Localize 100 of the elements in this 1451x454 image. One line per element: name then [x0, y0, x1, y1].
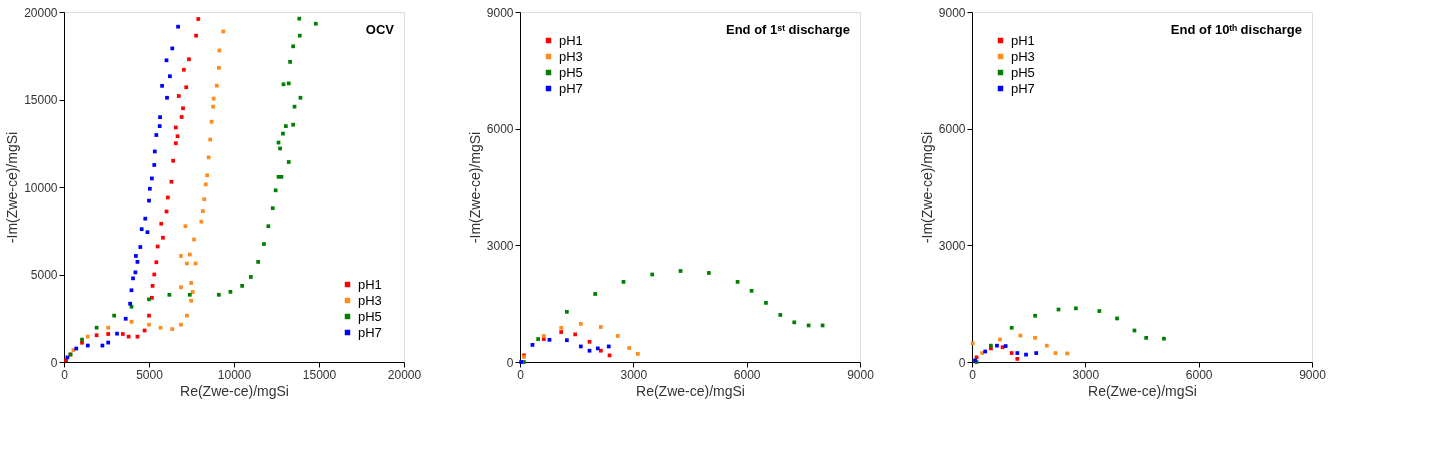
point	[187, 57, 191, 62]
point	[154, 260, 159, 265]
point	[707, 271, 711, 275]
point	[179, 285, 183, 290]
point	[176, 24, 180, 29]
point	[578, 322, 583, 326]
point	[168, 74, 172, 79]
y-tick-label: 3000	[938, 238, 966, 253]
legend-label: pH3	[559, 48, 583, 64]
point	[158, 115, 162, 120]
point	[181, 67, 186, 72]
point	[199, 219, 204, 224]
point	[1034, 351, 1039, 355]
point	[1009, 325, 1014, 330]
legend-label: pH1	[559, 32, 583, 48]
point	[995, 343, 999, 348]
point	[266, 224, 271, 229]
y-tick-label: 10000	[24, 180, 58, 195]
point	[291, 122, 296, 127]
y-tick-label: 0	[50, 355, 58, 370]
point	[262, 242, 266, 246]
point	[214, 83, 219, 88]
point	[165, 95, 169, 100]
point	[559, 325, 564, 330]
point	[1144, 336, 1149, 340]
y-tick-label: 20000	[24, 5, 58, 20]
point	[240, 284, 245, 288]
point	[147, 198, 151, 203]
point	[217, 65, 221, 70]
point	[1097, 309, 1102, 313]
point	[970, 341, 975, 346]
x-tick-label: 9000	[847, 367, 875, 382]
point	[627, 346, 632, 350]
x-tick-label: 9000	[1299, 367, 1327, 382]
point	[256, 260, 261, 264]
x-axis-title: Re(Zwe-ce)/mgSi	[636, 382, 745, 399]
legend-label: pH1	[1011, 32, 1035, 48]
point	[598, 325, 603, 329]
y-tick-label: 9000	[486, 5, 514, 20]
y-tick-label: 6000	[938, 122, 966, 137]
point	[283, 124, 288, 128]
x-tick-label: 15000	[302, 367, 337, 382]
point	[636, 351, 640, 356]
x-tick-label: 0	[61, 367, 69, 382]
point	[270, 206, 275, 211]
legend-label: pH1	[358, 276, 382, 292]
x-tick-label: 6000	[1185, 367, 1213, 382]
legend-label: pH3	[1011, 48, 1035, 64]
legend-label: pH7	[1011, 80, 1035, 96]
point	[615, 334, 620, 338]
text: OCV	[365, 22, 395, 37]
point	[1033, 336, 1037, 340]
point	[559, 330, 564, 334]
point	[143, 216, 148, 221]
x-tick-label: 20000	[387, 367, 422, 382]
point	[1162, 336, 1166, 341]
y-tick-label: 9000	[938, 5, 966, 20]
x-axis-title: Re(Zwe-ce)/mgSi	[180, 382, 289, 399]
point	[147, 322, 151, 327]
legend-label: pH5	[1011, 64, 1035, 80]
x-tick-label: 5000	[136, 367, 164, 382]
point	[161, 235, 165, 240]
point	[288, 60, 292, 64]
point	[94, 333, 99, 338]
point	[159, 221, 164, 226]
x-tick-label: 10000	[217, 367, 252, 382]
x-tick-label: 0	[969, 367, 977, 382]
point	[1033, 313, 1037, 318]
point	[273, 188, 278, 193]
legend-label: pH5	[559, 64, 583, 80]
point	[248, 275, 253, 279]
point	[176, 94, 181, 98]
legend-label: pH7	[358, 324, 382, 340]
text: End of 10ᵗʰ discharge	[1170, 22, 1302, 37]
point	[764, 301, 768, 305]
point	[196, 17, 201, 21]
point	[181, 106, 185, 111]
point	[154, 133, 159, 137]
y-tick-label: 0	[958, 355, 966, 370]
y-axis-title: -Im(Zwe-ce)/mgSi	[918, 131, 935, 244]
point	[94, 325, 99, 330]
point	[297, 16, 302, 21]
point	[179, 322, 183, 327]
point	[173, 141, 178, 146]
point	[201, 209, 205, 214]
point	[184, 85, 189, 90]
y-tick-label: 3000	[486, 238, 514, 253]
text: End of 1ˢᵗ discharge	[725, 22, 850, 37]
point	[170, 327, 175, 331]
y-tick-label: 15000	[24, 93, 58, 107]
point	[564, 309, 569, 314]
point	[1074, 306, 1078, 311]
point	[147, 186, 152, 191]
legend-label: pH5	[358, 308, 382, 324]
point	[593, 292, 598, 296]
point	[138, 245, 143, 249]
point	[171, 158, 176, 163]
point	[1009, 351, 1014, 355]
y-tick-label: 6000	[486, 122, 514, 137]
point	[152, 163, 157, 167]
